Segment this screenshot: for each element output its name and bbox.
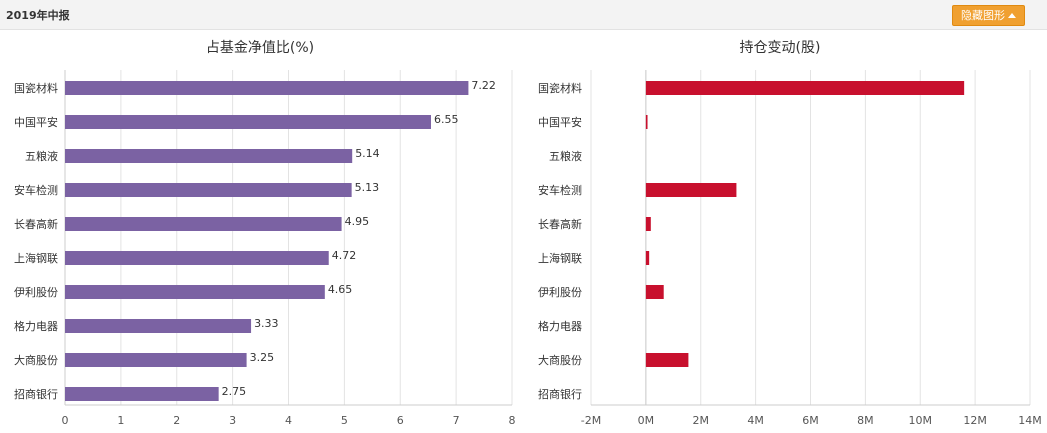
x-tick-label: 5 <box>341 414 348 427</box>
bar <box>645 115 648 129</box>
caret-up-icon <box>1008 13 1016 18</box>
hide-chart-label: 隐藏图形 <box>961 9 1005 22</box>
bar <box>65 353 247 367</box>
category-label: 安车检测 <box>538 183 582 197</box>
category-label: 国瓷材料 <box>538 81 582 95</box>
category-label: 安车检测 <box>14 183 58 197</box>
x-tick-label: 8M <box>857 414 874 427</box>
category-label: 上海钢联 <box>14 251 58 265</box>
category-label: 伊利股份 <box>538 286 582 299</box>
bar <box>65 387 219 401</box>
x-tick-label: 12M <box>963 414 987 427</box>
bar <box>65 183 352 197</box>
category-label: 格力电器 <box>14 319 58 333</box>
bar <box>645 183 737 197</box>
category-label: 五粮液 <box>25 149 58 163</box>
category-label: 招商银行 <box>14 387 58 401</box>
value-label: 3.33 <box>254 317 279 330</box>
hide-chart-button[interactable]: 隐藏图形 <box>952 5 1025 26</box>
x-tick-label: 2 <box>173 414 180 427</box>
bar <box>645 353 689 367</box>
category-label: 长春高新 <box>538 217 582 231</box>
category-label: 上海钢联 <box>538 251 582 265</box>
value-label: 3.25 <box>250 351 275 364</box>
bar <box>645 251 650 265</box>
value-label: 4.72 <box>332 249 357 262</box>
category-label: 国瓷材料 <box>14 81 58 95</box>
bar <box>65 251 329 265</box>
chart-title: 持仓变动(股) <box>740 40 821 56</box>
x-tick-label: 6 <box>397 414 404 427</box>
x-tick-label: 4 <box>285 414 292 427</box>
category-label: 招商银行 <box>538 387 582 401</box>
bar <box>65 217 342 231</box>
x-tick-label: 8 <box>509 414 516 427</box>
value-label: 5.14 <box>355 147 380 160</box>
value-label: 2.75 <box>222 385 247 398</box>
x-tick-label: 1 <box>117 414 124 427</box>
x-tick-label: 6M <box>802 414 819 427</box>
category-label: 格力电器 <box>538 319 582 333</box>
value-label: 4.95 <box>345 215 370 228</box>
value-label: 7.22 <box>471 79 496 92</box>
x-tick-label: 2M <box>693 414 710 427</box>
bar <box>645 81 965 95</box>
bar <box>645 285 664 299</box>
report-header: 2019年中报 隐藏图形 <box>0 0 1047 30</box>
bar <box>65 319 252 333</box>
value-label: 5.13 <box>355 181 380 194</box>
x-tick-label: 10M <box>909 414 933 427</box>
category-label: 大商股份 <box>538 353 582 367</box>
report-period-title: 2019年中报 <box>6 9 70 22</box>
x-tick-label: 14M <box>1018 414 1042 427</box>
bar <box>65 115 431 129</box>
bar <box>65 285 325 299</box>
category-label: 大商股份 <box>14 353 58 367</box>
bar <box>65 149 353 163</box>
bar <box>65 81 469 95</box>
value-label: 6.55 <box>434 113 459 126</box>
chart-title: 占基金净值比(%) <box>206 39 314 56</box>
value-label: 4.65 <box>328 283 353 296</box>
category-label: 伊利股份 <box>14 286 58 299</box>
x-tick-label: 0M <box>638 414 655 427</box>
bar <box>645 217 651 231</box>
x-tick-label: 0 <box>62 414 69 427</box>
x-tick-label: -2M <box>581 414 601 427</box>
x-tick-label: 7 <box>453 414 460 427</box>
category-label: 长春高新 <box>14 217 58 231</box>
x-tick-label: 4M <box>747 414 764 427</box>
category-label: 中国平安 <box>538 115 582 129</box>
category-label: 中国平安 <box>14 115 58 129</box>
category-label: 五粮液 <box>549 149 582 163</box>
x-tick-label: 3 <box>229 414 236 427</box>
